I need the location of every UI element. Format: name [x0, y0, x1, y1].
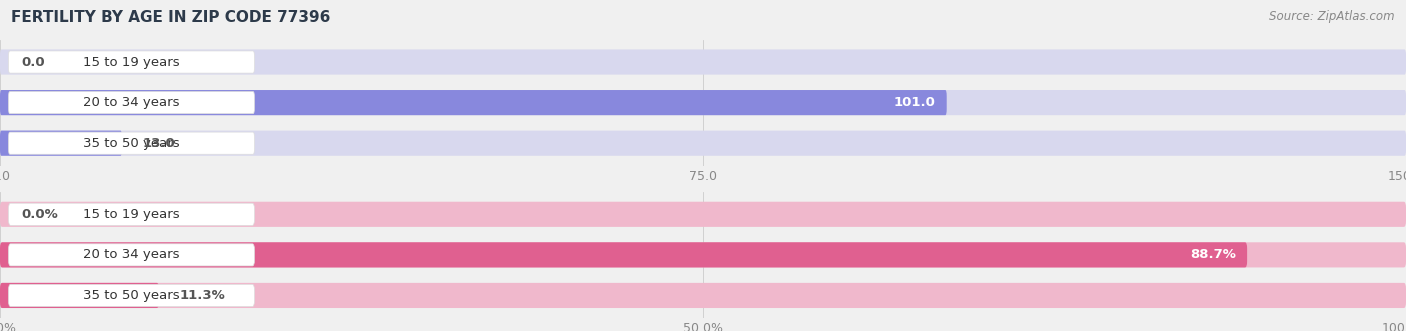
- FancyBboxPatch shape: [0, 283, 1406, 308]
- Text: 15 to 19 years: 15 to 19 years: [83, 208, 180, 221]
- FancyBboxPatch shape: [0, 131, 1406, 156]
- Text: 88.7%: 88.7%: [1189, 248, 1236, 261]
- FancyBboxPatch shape: [0, 131, 122, 156]
- FancyBboxPatch shape: [8, 92, 254, 114]
- FancyBboxPatch shape: [0, 202, 1406, 227]
- FancyBboxPatch shape: [0, 49, 1406, 74]
- Text: 35 to 50 years: 35 to 50 years: [83, 289, 180, 302]
- Text: FERTILITY BY AGE IN ZIP CODE 77396: FERTILITY BY AGE IN ZIP CODE 77396: [11, 10, 330, 25]
- Text: 20 to 34 years: 20 to 34 years: [83, 248, 180, 261]
- Text: 15 to 19 years: 15 to 19 years: [83, 56, 180, 69]
- FancyBboxPatch shape: [0, 283, 159, 308]
- Text: Source: ZipAtlas.com: Source: ZipAtlas.com: [1270, 10, 1395, 23]
- Text: 20 to 34 years: 20 to 34 years: [83, 96, 180, 109]
- FancyBboxPatch shape: [0, 90, 946, 115]
- Text: 13.0: 13.0: [143, 137, 176, 150]
- FancyBboxPatch shape: [8, 51, 254, 73]
- FancyBboxPatch shape: [8, 244, 254, 266]
- FancyBboxPatch shape: [0, 242, 1406, 267]
- Text: 101.0: 101.0: [894, 96, 935, 109]
- FancyBboxPatch shape: [8, 132, 254, 154]
- FancyBboxPatch shape: [0, 90, 1406, 115]
- FancyBboxPatch shape: [0, 242, 1247, 267]
- FancyBboxPatch shape: [8, 284, 254, 307]
- Text: 0.0: 0.0: [21, 56, 45, 69]
- Text: 0.0%: 0.0%: [21, 208, 58, 221]
- Text: 11.3%: 11.3%: [180, 289, 226, 302]
- Text: 35 to 50 years: 35 to 50 years: [83, 137, 180, 150]
- FancyBboxPatch shape: [8, 203, 254, 225]
